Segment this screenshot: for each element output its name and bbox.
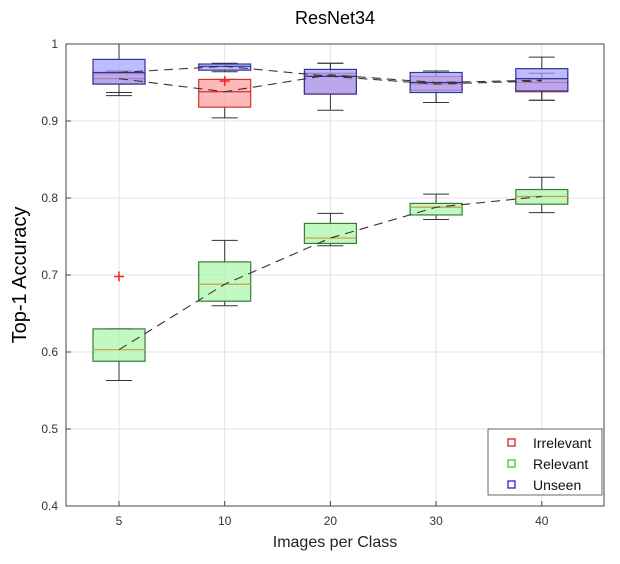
- irrelevant-box-10: [198, 75, 252, 119]
- y-tick-label: 1: [51, 37, 58, 51]
- legend-label: Relevant: [533, 456, 588, 472]
- relevant-mean-line: [118, 195, 542, 351]
- x-tick-label: 30: [429, 514, 443, 528]
- y-axis-label: Top-1 Accuracy: [9, 207, 31, 344]
- legend-label: Unseen: [533, 477, 581, 493]
- x-tick-label: 10: [218, 514, 232, 528]
- outlier-marker: [114, 271, 124, 282]
- irrelevant-legend-swatch: [507, 438, 516, 447]
- legend: Irrelevant Relevant Unseen: [487, 428, 603, 496]
- x-tick-label: 20: [324, 514, 338, 528]
- y-tick-label: 0.4: [41, 499, 58, 513]
- unseen-box-20: [303, 62, 357, 95]
- relevant-legend-swatch: [507, 459, 516, 468]
- iqr-box: [409, 202, 463, 216]
- y-tick-label: 0.5: [41, 422, 58, 436]
- legend-box: [487, 428, 603, 496]
- relevant-box-5: [92, 271, 146, 381]
- y-tick-label: 0.6: [41, 345, 58, 359]
- iqr-box: [198, 63, 252, 71]
- iqr-box: [303, 68, 357, 95]
- iqr-box: [92, 328, 146, 362]
- legend-label: Irrelevant: [533, 435, 591, 451]
- relevant-box-10: [198, 239, 252, 307]
- y-tick-label: 0.8: [41, 191, 58, 205]
- relevant-box-20: [303, 212, 357, 247]
- irrelevant-mean-line: [118, 74, 542, 93]
- unseen-box-10: [198, 62, 252, 73]
- y-tick-label: 0.7: [41, 268, 58, 282]
- outlier-marker: [219, 75, 230, 86]
- iqr-box: [198, 261, 252, 302]
- iqr-box: [515, 68, 569, 92]
- iqr-box: [303, 222, 357, 245]
- x-axis-label: Images per Class: [273, 534, 398, 551]
- chart-title: ResNet34: [295, 8, 375, 28]
- y-tick-label: 0.9: [41, 114, 58, 128]
- iqr-box: [198, 78, 252, 108]
- axes-frame: [65, 43, 605, 507]
- unseen-mean-line: [118, 65, 542, 85]
- x-tick-label: 5: [116, 514, 123, 528]
- unseen-legend-swatch: [507, 480, 516, 489]
- x-tick-label: 40: [535, 514, 549, 528]
- unseen-box-40: [515, 56, 569, 101]
